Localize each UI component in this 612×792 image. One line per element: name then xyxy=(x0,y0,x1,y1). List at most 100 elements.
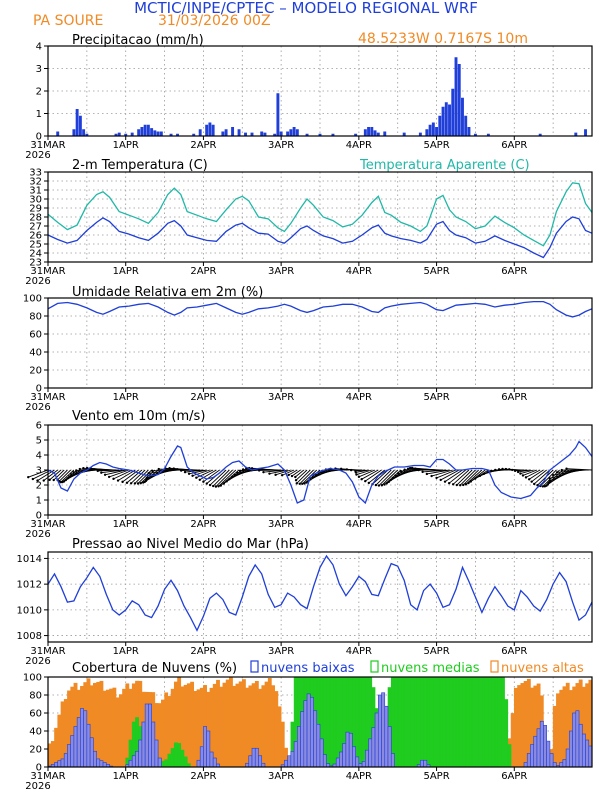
precip-bar xyxy=(457,64,461,136)
cloud-bar-baixas xyxy=(368,738,373,768)
wind-barb-head xyxy=(459,484,462,487)
cloud-bar-medias xyxy=(177,743,182,768)
precip-bar xyxy=(140,127,144,136)
wind-barb-head xyxy=(116,479,120,482)
precip-bar xyxy=(354,133,358,136)
cloud-bar-baixas xyxy=(420,759,424,768)
wind-barb-head xyxy=(107,475,111,479)
cloud-bar-baixas xyxy=(287,755,292,768)
wind-barb xyxy=(134,469,149,484)
cloud-bar-baixas xyxy=(248,755,253,768)
wind-barb-head xyxy=(112,477,115,481)
cloud-bar-baixas xyxy=(319,738,324,768)
wind-barb xyxy=(108,469,130,478)
cloud-bar-baixas xyxy=(523,762,528,768)
temp-title: 2-m Temperatura (C) xyxy=(72,158,208,173)
cloud-bar-baixas xyxy=(93,750,97,768)
cloud-bar-baixas xyxy=(57,760,62,768)
precip-bar xyxy=(383,131,387,136)
wind-barb-head xyxy=(157,467,160,471)
legend-altas: nuvens altas xyxy=(501,661,584,676)
wind-barb-head xyxy=(219,484,222,487)
clouds-ytick-label: 60 xyxy=(29,709,42,720)
cloud-bar-altas xyxy=(559,689,564,768)
precip-bar xyxy=(211,124,215,136)
wind-barb xyxy=(426,469,450,475)
cloud-bar-medias xyxy=(462,676,467,768)
cloud-bar-medias xyxy=(335,676,340,768)
cloud-bar-medias xyxy=(322,676,327,768)
cloud-bar-altas xyxy=(161,699,165,768)
wind-xtick-label: 31MAR xyxy=(30,519,65,530)
wind-barb-head xyxy=(425,472,429,476)
precip-bar xyxy=(331,133,335,136)
precip-bar xyxy=(72,129,76,136)
wind-barb xyxy=(130,469,146,484)
wind-barb xyxy=(358,469,376,478)
wind-barb-head xyxy=(228,477,231,481)
cloud-bar-baixas xyxy=(533,735,538,768)
cloud-bar-altas xyxy=(238,681,243,768)
cloud-bar-baixas xyxy=(258,755,263,768)
wind-barb-head xyxy=(510,468,514,472)
wind-xtick-label: 2APR xyxy=(190,519,216,530)
precip-bar xyxy=(305,133,309,136)
precip-xtick-label: 6APR xyxy=(501,140,527,151)
precip-bar xyxy=(574,132,578,136)
wind-barb xyxy=(462,469,479,486)
wind-barb-head xyxy=(100,471,103,474)
wind-barb xyxy=(218,469,237,487)
temp-xtick-label: 5APR xyxy=(423,266,449,277)
cloud-bar-baixas xyxy=(562,759,567,768)
wind-ytick-label: 6 xyxy=(36,421,42,432)
wind-barb-head xyxy=(217,485,220,488)
rh-xtick-label: 1APR xyxy=(113,392,139,403)
cloud-bar-baixas xyxy=(297,726,301,768)
wind-barb-head xyxy=(250,467,254,470)
wind-barb-head xyxy=(406,467,410,470)
cloud-bar-medias xyxy=(332,676,337,768)
wind-barb-head xyxy=(439,478,442,482)
wind-barb-head xyxy=(403,468,406,471)
wind-barb-head xyxy=(235,471,239,474)
cloud-bar-baixas xyxy=(128,759,133,768)
wind-barb-head xyxy=(52,478,55,482)
wind-barb xyxy=(361,469,379,480)
wind-barb-head xyxy=(565,467,568,470)
rh-ytick-label: 20 xyxy=(29,366,42,377)
wind-xtick-label: 1APR xyxy=(113,519,139,530)
cloud-bar-altas xyxy=(225,679,230,768)
wind-barb-head xyxy=(349,468,353,472)
wind-barb-head xyxy=(145,476,149,480)
cloud-bar-baixas xyxy=(342,743,347,768)
cloud-bar-baixas xyxy=(371,727,376,768)
wind-barb-head xyxy=(103,473,107,476)
cloud-bar-medias xyxy=(423,676,428,768)
precip-bar xyxy=(454,57,458,136)
wind-barb-head xyxy=(451,483,455,486)
wind-xtick-label: 4APR xyxy=(346,519,372,530)
wind-barb-head xyxy=(305,481,308,484)
wind-barb-head xyxy=(396,472,400,475)
wind-barb-head xyxy=(547,481,550,485)
wind-barb xyxy=(188,469,207,475)
precip-title: Precipitacao (mm/h) xyxy=(72,33,204,48)
cloud-bar-altas xyxy=(96,681,101,768)
cloud-bar-baixas xyxy=(151,721,156,768)
pressure-xtick-label: 1APR xyxy=(113,646,139,657)
wind-barb xyxy=(448,469,466,484)
wind-barb-head xyxy=(464,483,468,486)
cloud-bar-medias xyxy=(180,749,185,768)
wind-barb-head xyxy=(417,468,420,472)
cloud-bar-baixas xyxy=(102,762,107,768)
cloud-bar-baixas xyxy=(526,753,531,768)
cloud-bar-altas xyxy=(105,689,110,768)
wind-barb-head xyxy=(64,478,67,482)
precip-bar xyxy=(159,131,163,136)
wind-barb-head xyxy=(521,474,525,477)
clouds-ytick-label: 40 xyxy=(29,727,42,738)
wind-barb xyxy=(355,469,369,473)
wind-barb-head xyxy=(294,478,298,482)
precip-bar xyxy=(279,131,283,136)
